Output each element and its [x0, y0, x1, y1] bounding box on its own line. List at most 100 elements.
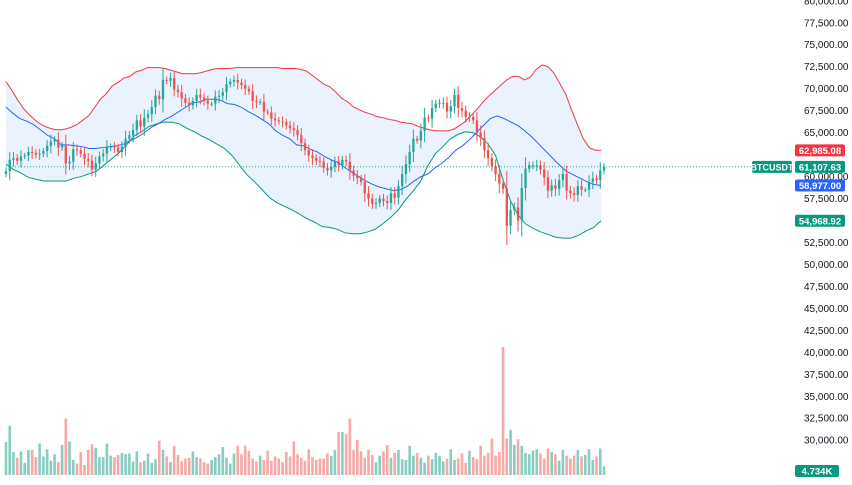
- volume-bar: [348, 418, 352, 475]
- candle-body: [221, 92, 224, 96]
- volume-bar: [243, 445, 247, 475]
- price-tag-symbol: BTCUSDT: [751, 160, 794, 173]
- volume-bar: [172, 445, 176, 475]
- volume-bar: [468, 450, 471, 475]
- volume-bar: [359, 451, 363, 475]
- volume-bar: [572, 455, 576, 475]
- candle-body: [8, 159, 11, 172]
- volume-bar: [337, 432, 340, 475]
- candle-body: [83, 153, 86, 159]
- candle-body: [191, 100, 195, 106]
- candle-body: [498, 173, 501, 184]
- candle-body: [490, 158, 494, 167]
- volume-bar: [42, 456, 45, 475]
- price-tag-label: 54,968.92: [799, 216, 841, 227]
- candle-body: [266, 111, 269, 113]
- volume-bar: [135, 451, 139, 475]
- price-tag-label: 4.734K: [802, 467, 833, 478]
- volume-bar: [124, 454, 127, 475]
- candle-body: [516, 207, 520, 221]
- candle-body: [561, 173, 565, 181]
- volume-bar: [412, 455, 415, 475]
- candle-body: [300, 135, 303, 144]
- candle-body: [520, 187, 523, 221]
- candle-body: [116, 147, 120, 152]
- volume-bar: [539, 453, 542, 475]
- volume-bar: [378, 455, 382, 475]
- candle-body: [176, 89, 180, 93]
- volume-bar: [217, 454, 221, 475]
- candle-body: [53, 139, 56, 142]
- candle-body: [187, 102, 191, 106]
- volume-bar: [49, 460, 53, 475]
- candle-body: [229, 81, 232, 85]
- volume-bar: [453, 459, 456, 475]
- volume-bar: [456, 458, 460, 475]
- candle-body: [584, 189, 587, 191]
- volume-bar: [273, 456, 277, 475]
- candle-body: [501, 183, 505, 189]
- volume-bar: [419, 457, 423, 475]
- volume-bar: [266, 450, 269, 475]
- candle-body: [513, 207, 516, 210]
- candle-body: [303, 143, 307, 151]
- candle-body: [31, 151, 34, 153]
- candle-body: [363, 181, 366, 194]
- candle-body: [105, 147, 109, 154]
- volume-bar: [150, 462, 154, 475]
- candle-body: [45, 145, 49, 152]
- volume-bar: [318, 458, 322, 475]
- candle-body: [34, 152, 38, 155]
- volume-bar: [471, 457, 475, 475]
- candle-body: [333, 161, 337, 167]
- volume-bar: [101, 457, 105, 475]
- candle-body: [49, 141, 53, 146]
- volume-bar: [344, 434, 348, 475]
- volume-bar: [565, 455, 568, 475]
- volume-bar: [262, 459, 266, 475]
- volume-bar: [180, 461, 183, 475]
- candle-body: [494, 166, 497, 174]
- volume-bar: [423, 462, 426, 475]
- volume-bar: [393, 452, 397, 475]
- volume-bar: [98, 457, 101, 475]
- candle-body: [337, 161, 340, 166]
- volume-bar: [449, 449, 453, 475]
- volume-bar: [281, 462, 284, 475]
- price-tag-box: [795, 214, 845, 227]
- candle-body: [94, 163, 97, 170]
- candle-body: [341, 159, 344, 166]
- y-tick-label: 32,500.00: [804, 414, 849, 425]
- volume-bar: [512, 444, 516, 475]
- volume-bar: [546, 448, 550, 475]
- price-tag-box: [795, 160, 845, 173]
- volume-bar: [206, 463, 210, 475]
- volume-bar: [322, 458, 325, 475]
- candle-body: [79, 150, 82, 154]
- price-axis[interactable]: 80,000.00 77,500.00 75,000.00 72,500.00 70,0…: [804, 0, 849, 447]
- volume-bar: [94, 447, 98, 475]
- y-tick-label: 75,000.00: [804, 40, 849, 51]
- y-tick-label: 45,000.00: [804, 304, 849, 315]
- volume-bar: [139, 462, 142, 475]
- candle-body: [572, 193, 576, 196]
- candle-body: [318, 160, 322, 162]
- candle-body: [479, 132, 482, 138]
- candle-body: [423, 117, 426, 131]
- volume-bar: [258, 455, 262, 475]
- candle-body: [210, 103, 213, 105]
- volume-bar: [591, 459, 595, 475]
- candle-body: [401, 173, 404, 187]
- candle-body: [154, 95, 157, 108]
- volume-bar: [270, 460, 273, 475]
- candle-body: [326, 167, 329, 171]
- volume-bar: [131, 461, 135, 475]
- candle-body: [546, 177, 550, 191]
- price-tag-box: [795, 179, 845, 192]
- candle-body: [591, 178, 594, 182]
- candle-body: [322, 161, 325, 168]
- volume-bar: [285, 452, 288, 475]
- volume-bar: [490, 438, 494, 475]
- volume-bar: [427, 455, 430, 475]
